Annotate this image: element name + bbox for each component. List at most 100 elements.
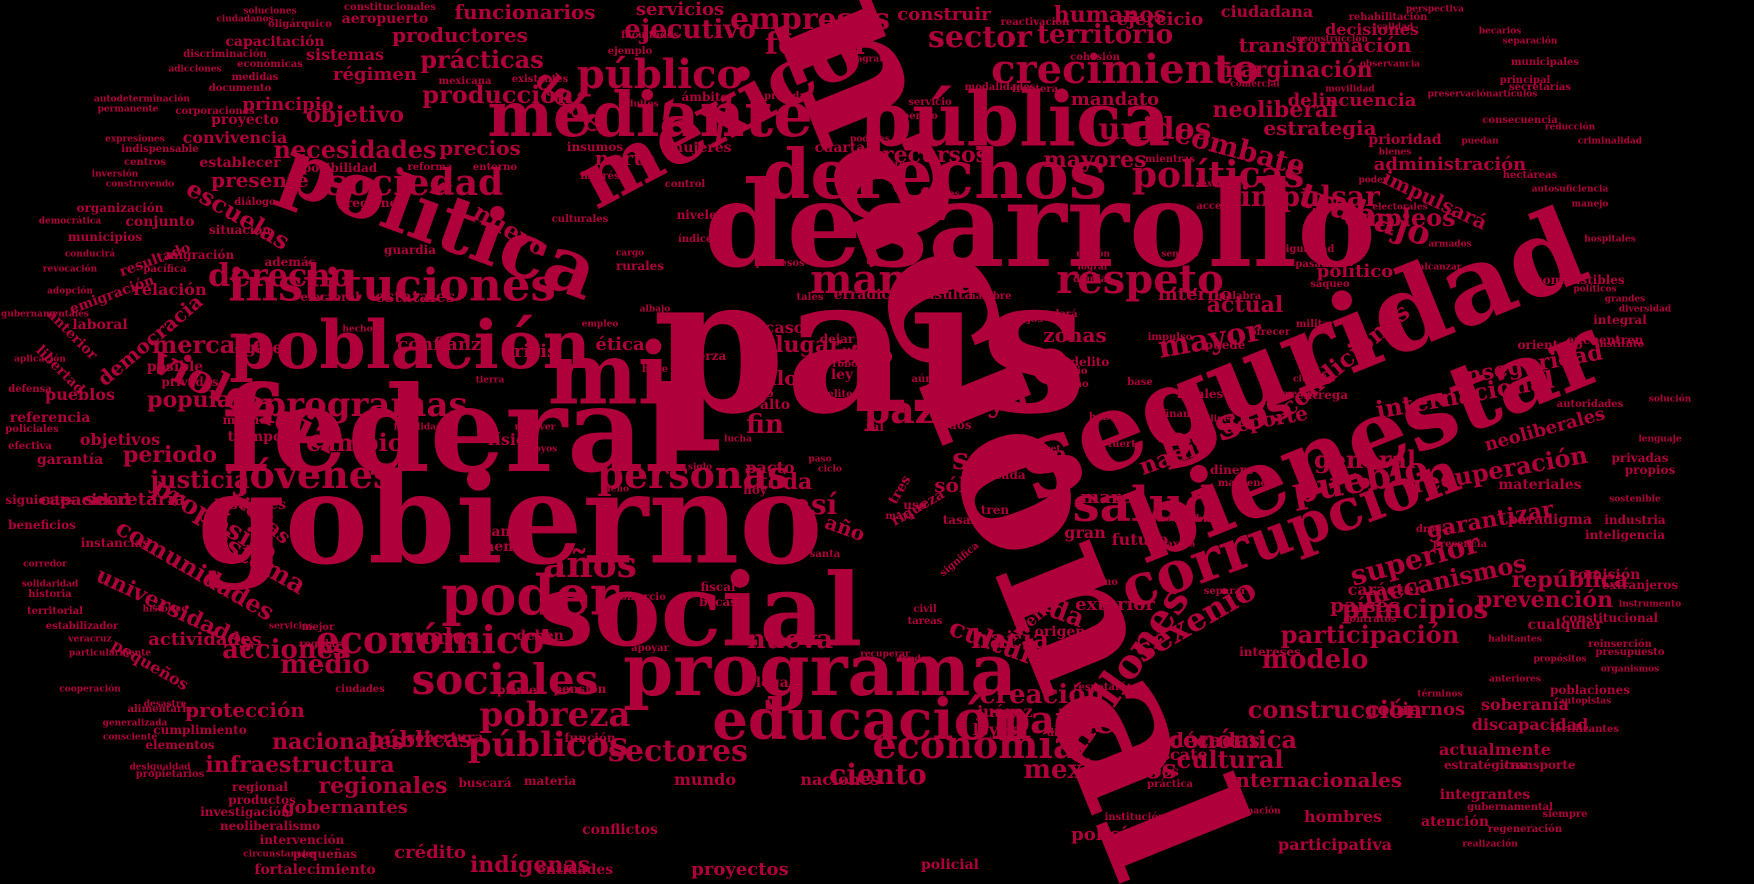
cloud-word: municipios <box>67 230 143 244</box>
cloud-word: campo <box>992 518 1038 532</box>
cloud-word: confianza <box>397 334 493 355</box>
cloud-word: mediante <box>487 78 813 151</box>
cloud-word: tren <box>980 503 1010 517</box>
cloud-word: poblaciones <box>1549 683 1631 697</box>
cloud-word: lograr <box>1077 262 1109 273</box>
cloud-word: modalidades <box>964 82 1036 93</box>
cloud-word: propios <box>1624 463 1676 477</box>
cloud-word: regionales <box>318 773 448 799</box>
cloud-word: políticas <box>1131 154 1305 196</box>
cloud-word: cualquier <box>1527 617 1603 633</box>
cloud-word: organismos <box>1600 664 1660 675</box>
cloud-word: alcanzar <box>1418 262 1462 273</box>
cloud-word: territorio <box>1036 20 1174 50</box>
cloud-word: posibilidad <box>302 161 378 175</box>
cloud-word: policiales <box>5 424 59 435</box>
cloud-word: impulso <box>1147 332 1193 343</box>
cloud-word: drogas <box>1415 524 1455 535</box>
cloud-word: capacitación <box>225 34 325 50</box>
cloud-word: lenguaje <box>1638 434 1682 445</box>
cloud-word: ley <box>830 367 854 383</box>
cloud-word: primero <box>864 159 906 170</box>
cloud-word: precios <box>439 136 521 160</box>
cloud-word: infraestructura <box>205 752 395 778</box>
cloud-word: mexicana <box>438 76 492 87</box>
cloud-word: poder <box>1358 175 1388 186</box>
cloud-word: beneficios <box>8 518 76 532</box>
cloud-word: paso <box>808 454 832 465</box>
cloud-word: pueblos <box>45 385 115 404</box>
cloud-word: hechos <box>342 324 378 335</box>
cloud-word: propietarios <box>135 769 205 780</box>
cloud-word: cultural <box>1176 745 1284 774</box>
cloud-word: fortalecimiento <box>254 862 376 878</box>
cloud-word: administración <box>1373 154 1527 175</box>
cloud-word: generalizada <box>102 718 168 729</box>
cloud-word: felipe <box>1200 414 1230 425</box>
cloud-word: instrumento <box>1618 599 1682 610</box>
cloud-word: adicciones <box>168 64 222 75</box>
cloud-word: sectores <box>608 734 748 769</box>
cloud-word: desastre <box>143 699 187 710</box>
cloud-word: internacionales <box>1227 768 1403 792</box>
cloud-word: intereses <box>1239 645 1301 659</box>
cloud-word: deuda <box>1072 274 1108 285</box>
cloud-word: cooperación <box>59 684 121 695</box>
cloud-word: actual <box>1206 292 1284 318</box>
cloud-word: parte <box>1003 697 1117 742</box>
cloud-word: separar <box>1203 586 1247 597</box>
cloud-word: tasas <box>942 513 978 527</box>
cloud-word: tales <box>796 292 824 303</box>
cloud-word: mandato <box>1070 89 1160 110</box>
cloud-word: territorial <box>27 606 83 617</box>
cloud-word: futuro <box>1111 530 1169 549</box>
cloud-word: erradicar <box>833 287 907 303</box>
cloud-word: hombres <box>1303 807 1383 826</box>
cloud-word: prevención <box>1476 587 1614 613</box>
cloud-word: social <box>537 551 863 669</box>
cloud-word: económica <box>1152 725 1298 754</box>
cloud-word: defensa <box>8 384 52 395</box>
cloud-word: político <box>1316 261 1394 282</box>
cloud-word: regional <box>232 780 288 794</box>
cloud-word: pleno <box>601 484 629 495</box>
cloud-word: inversión <box>91 169 139 180</box>
cloud-word: construir <box>897 4 991 25</box>
cloud-word: mexicano <box>1058 706 1112 717</box>
cloud-word: calidad <box>1376 22 1414 33</box>
cloud-word: facultades <box>620 30 680 41</box>
cloud-word: recursos <box>881 142 989 168</box>
cloud-word: realización <box>1462 839 1518 850</box>
cloud-word: mundo <box>673 770 737 789</box>
cloud-word: oaxaca <box>1160 539 1196 550</box>
cloud-word: robo <box>832 359 858 370</box>
cloud-word: empleo <box>581 319 619 330</box>
cloud-word: apoyo <box>922 381 1028 419</box>
cloud-word: procesos <box>755 258 805 269</box>
cloud-word: medios <box>1281 389 1319 400</box>
cloud-word: régimen <box>333 64 417 85</box>
cloud-word: bienes <box>1378 147 1412 158</box>
cloud-word: cambio <box>306 428 404 457</box>
cloud-word: separación <box>1502 36 1558 47</box>
cloud-word: estratégicas <box>1444 758 1526 772</box>
cloud-word: ejemplo <box>607 46 653 57</box>
cloud-word: tal <box>866 420 884 434</box>
cloud-word: adopción <box>47 286 93 297</box>
cloud-word: gubernamental <box>1467 802 1553 813</box>
cloud-word: general <box>1313 445 1417 474</box>
cloud-word: programas <box>262 385 468 425</box>
cloud-word: internet <box>1019 444 1061 455</box>
cloud-word: base <box>1127 377 1153 388</box>
cloud-word: presencia <box>1432 539 1488 550</box>
cloud-word: recuperar <box>860 649 910 660</box>
cloud-word: haber <box>1088 412 1122 423</box>
cloud-word: presupuesto <box>1595 647 1665 658</box>
cloud-word: cohesión <box>1070 52 1120 63</box>
cloud-word: medidas <box>231 72 279 83</box>
cloud-word: paradigma <box>1507 512 1593 528</box>
cloud-word: pequeñas <box>292 847 358 861</box>
cloud-word: propósitos <box>1533 654 1587 665</box>
cloud-word: aún <box>911 374 933 385</box>
